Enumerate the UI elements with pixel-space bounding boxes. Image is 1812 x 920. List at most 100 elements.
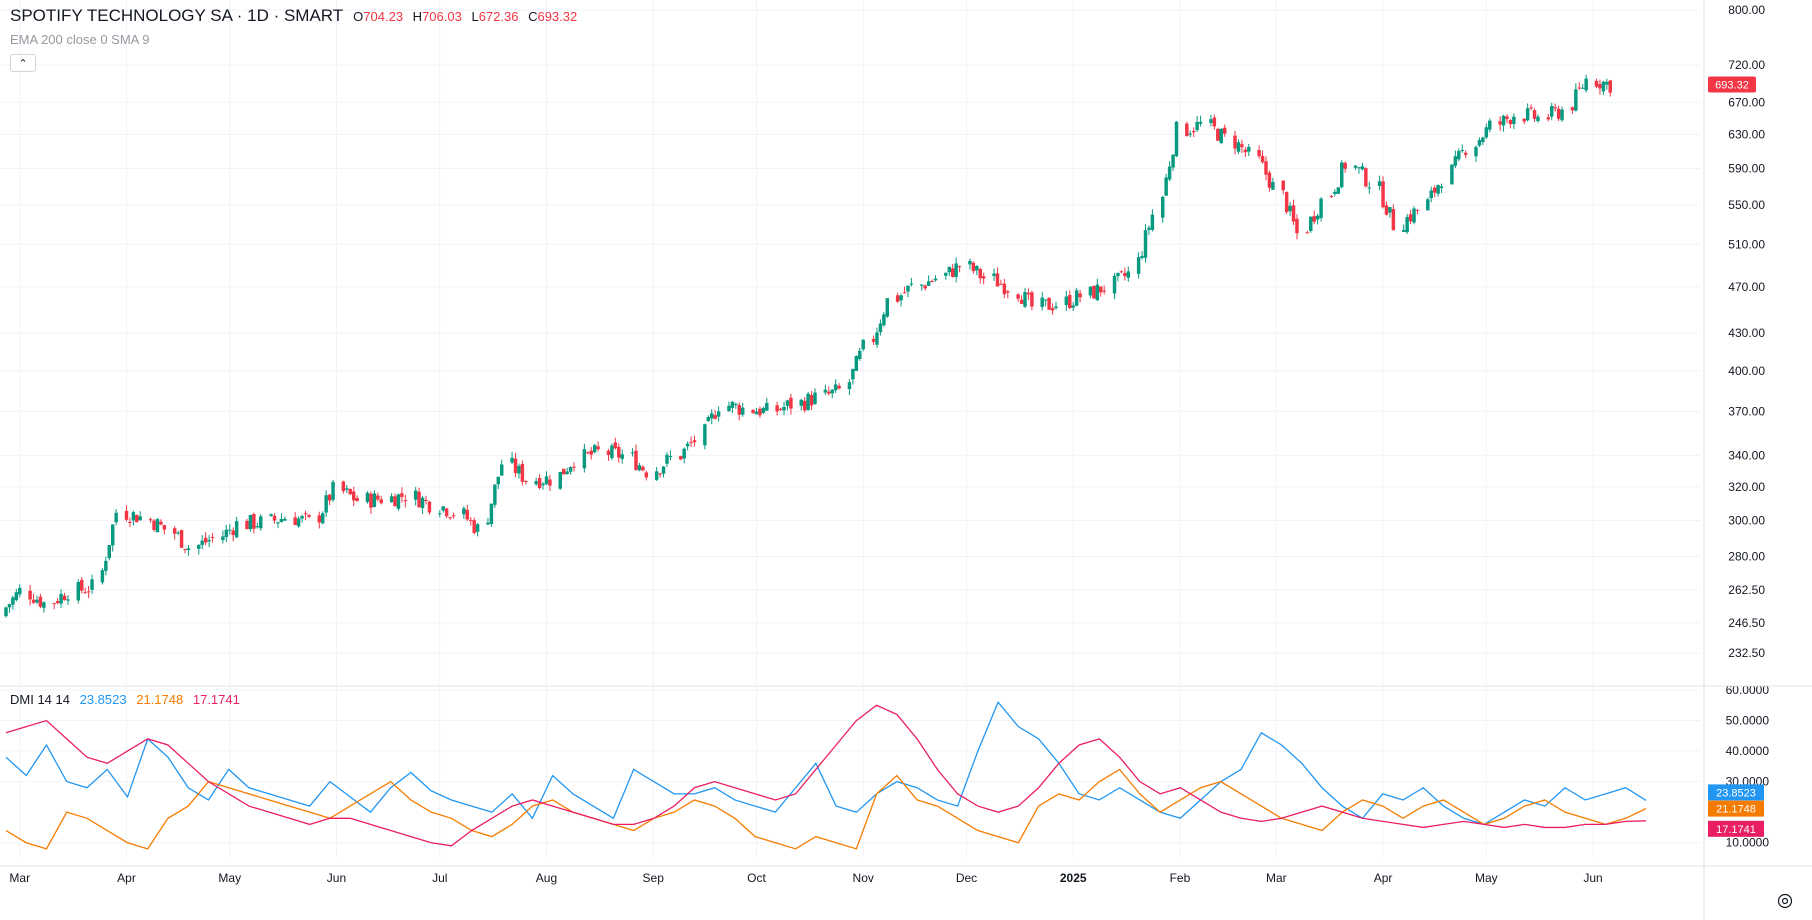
candle-body	[28, 590, 32, 600]
candle-body	[1295, 218, 1299, 234]
candle-body	[186, 548, 191, 551]
indicator-legend[interactable]: EMA 200 close 0 SMA 9	[10, 32, 150, 47]
candle-body	[90, 579, 94, 590]
gear-icon[interactable]	[1776, 892, 1794, 910]
candle-body	[424, 499, 428, 501]
candle-body	[345, 488, 349, 490]
candle-body	[331, 481, 335, 500]
candle-body	[493, 484, 497, 505]
candle-body	[944, 272, 948, 276]
dmi-value-badge-minus_di	[1708, 800, 1764, 817]
candle-body	[183, 548, 187, 550]
candle-body	[1522, 118, 1526, 122]
candle-body	[420, 497, 425, 509]
candle-body	[393, 496, 397, 507]
low-value: 672.36	[478, 9, 519, 24]
price-tick-label: 300.00	[1728, 514, 1765, 528]
candle-body	[641, 466, 645, 471]
candle-body	[248, 515, 253, 530]
candle-body	[1088, 286, 1093, 296]
candle-body	[968, 260, 972, 265]
candle-body	[1481, 137, 1485, 142]
candle-body	[224, 529, 229, 538]
candle-body	[472, 520, 476, 533]
time-tick-label: Dec	[956, 871, 977, 885]
candle-body	[138, 516, 142, 521]
candle-body	[152, 520, 156, 530]
candle-body	[878, 323, 883, 333]
candle-body	[1550, 106, 1554, 117]
dmi-legend[interactable]: DMI 14 14 23.8523 21.1748 17.1741	[10, 692, 246, 707]
ohlc-values: O704.23 H706.03 L672.36 C693.32	[353, 9, 583, 24]
candle-body	[1357, 167, 1361, 169]
candle-body	[1257, 150, 1261, 157]
candle-body	[438, 513, 442, 515]
candle-body	[596, 446, 600, 450]
candle-body	[1377, 181, 1382, 187]
price-tick-label: 590.00	[1728, 161, 1765, 175]
candle-body	[1439, 186, 1444, 189]
candle-body	[930, 281, 934, 283]
candle-body	[1594, 80, 1599, 87]
candle-body	[1584, 78, 1588, 91]
candle-body	[909, 283, 914, 285]
candle-body	[1188, 133, 1192, 135]
low-label: L	[471, 9, 479, 24]
candle-body	[369, 493, 373, 508]
time-tick-label: Apr	[117, 871, 136, 885]
candle-body	[1102, 290, 1106, 292]
candle-body	[1309, 216, 1313, 231]
chevron-up-icon[interactable]: ⌃	[10, 54, 36, 72]
candle-body	[114, 512, 118, 523]
candle-body	[1367, 187, 1372, 189]
candle-body	[1064, 296, 1069, 305]
candle-body	[854, 356, 859, 371]
candle-body	[1391, 209, 1396, 231]
candle-body	[871, 339, 876, 342]
candle-body	[685, 443, 690, 447]
dmi-line-adx	[5, 704, 1647, 847]
candle-body	[203, 537, 208, 543]
candle-body	[830, 389, 834, 394]
candle-body	[778, 408, 783, 410]
candle-body	[272, 515, 277, 521]
candle-body	[1426, 199, 1430, 211]
candle-body	[396, 494, 401, 509]
candle-body	[1123, 273, 1127, 277]
candle-body	[1529, 107, 1533, 109]
candle-body	[279, 518, 284, 522]
candle-body	[475, 524, 480, 532]
candle-body	[1601, 81, 1606, 92]
candle-body	[802, 400, 807, 411]
candle-body	[135, 515, 139, 523]
candle-body	[710, 413, 714, 419]
last-price-badge	[1708, 76, 1756, 93]
time-tick-label: Oct	[747, 871, 766, 885]
candle-body	[355, 498, 359, 502]
candle-body	[11, 597, 15, 605]
candle-body	[1185, 123, 1189, 137]
time-tick-label: Apr	[1374, 871, 1393, 885]
candle-body	[245, 520, 249, 530]
candle-body	[1047, 297, 1051, 310]
candle-body	[713, 415, 717, 419]
candle-body	[703, 424, 707, 446]
candle-body	[1016, 294, 1020, 299]
candle-body	[706, 417, 711, 422]
candle-body	[1450, 164, 1454, 185]
candle-body	[324, 495, 328, 513]
candle-body	[689, 442, 693, 444]
candle-body	[775, 405, 779, 412]
candle-body	[765, 402, 769, 411]
candle-body	[737, 405, 742, 415]
dmi-tick-label: 50.0000	[1726, 714, 1770, 728]
candle-body	[1505, 116, 1509, 120]
candle-body	[1271, 182, 1275, 190]
candle-body	[1553, 107, 1557, 109]
candle-body	[1240, 144, 1244, 148]
candle-body	[716, 411, 721, 417]
candle-body	[1216, 128, 1220, 141]
candle-body	[1236, 142, 1241, 152]
candle-body	[59, 593, 63, 604]
